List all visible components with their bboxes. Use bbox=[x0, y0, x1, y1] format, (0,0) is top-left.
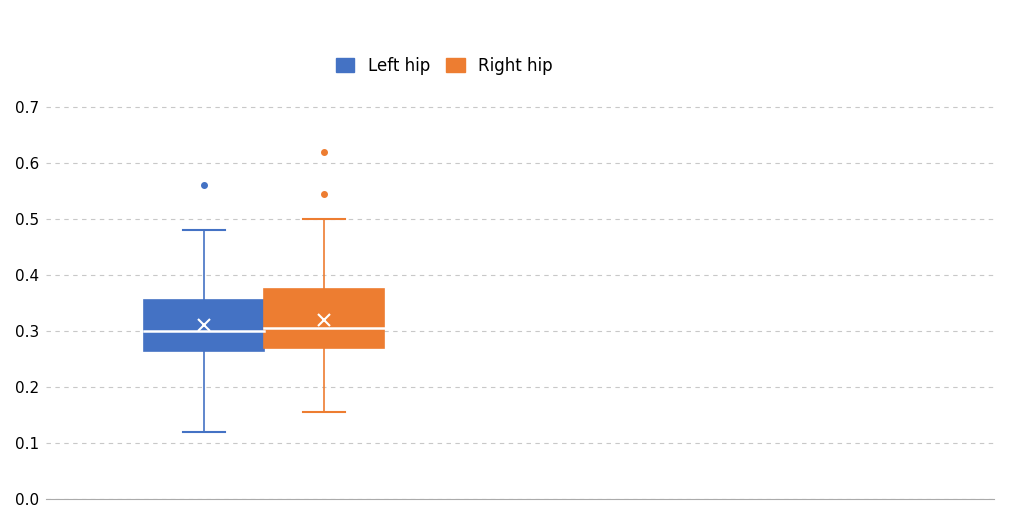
Legend: Left hip, Right hip: Left hip, Right hip bbox=[331, 52, 558, 79]
Bar bbox=[144, 300, 264, 350]
Bar bbox=[264, 289, 384, 348]
